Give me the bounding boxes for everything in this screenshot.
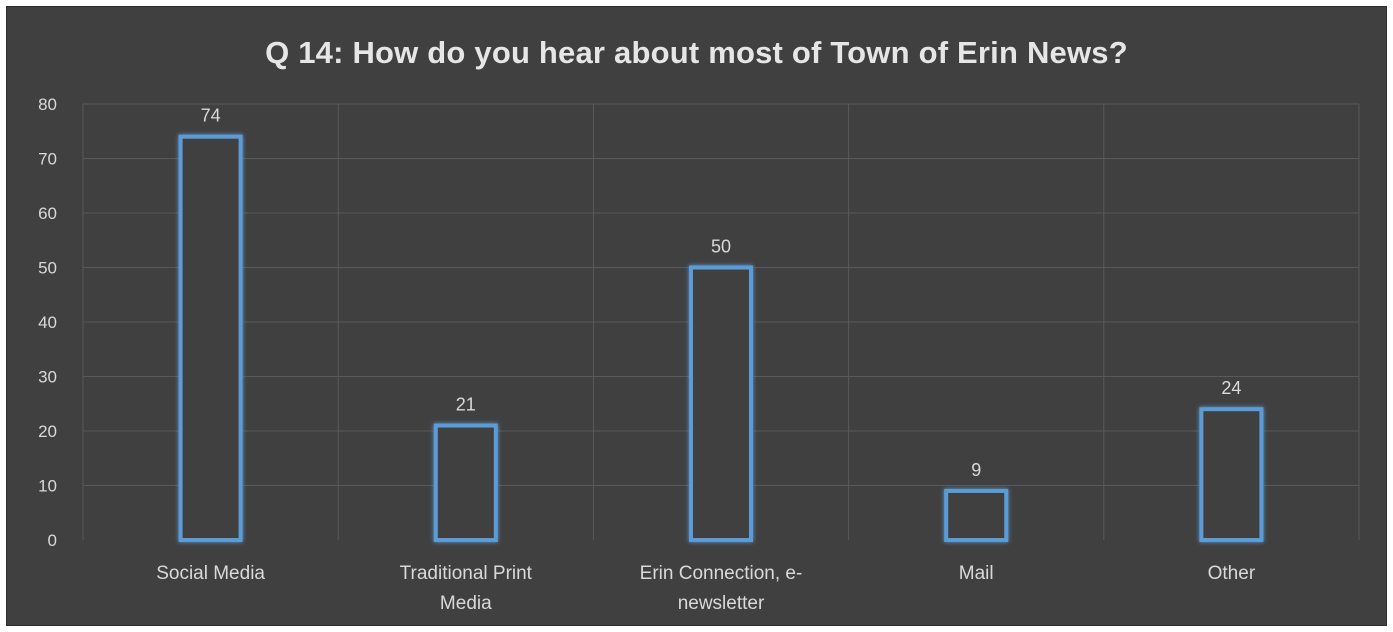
bar-0 <box>178 134 243 542</box>
y-axis: 0 10 20 30 40 50 60 70 80 <box>38 95 57 550</box>
y-tick-label: 80 <box>38 95 57 114</box>
data-label: 24 <box>1221 378 1241 398</box>
y-tick-label: 70 <box>38 150 57 169</box>
bar-chart: 0 10 20 30 40 50 60 70 80 74 21 50 9 24 Social Media… <box>38 95 1360 614</box>
data-label: 21 <box>456 395 476 415</box>
y-tick-label: 0 <box>48 531 57 550</box>
bar-1 <box>433 423 498 542</box>
data-labels: 74 21 50 9 24 <box>201 106 1242 480</box>
x-tick-label: Traditional Print <box>400 563 533 584</box>
y-tick-label: 20 <box>38 422 57 441</box>
chart-frame: Q 14: How do you hear about most of Town… <box>6 6 1387 626</box>
bar-3 <box>944 488 1009 543</box>
data-label: 74 <box>201 106 221 126</box>
x-tick-label: Social Media <box>156 563 265 584</box>
bar-2 <box>689 265 753 542</box>
data-label: 50 <box>711 237 731 257</box>
y-tick-label: 60 <box>38 204 57 223</box>
bar-4 <box>1199 407 1264 543</box>
data-label: 9 <box>971 460 981 480</box>
x-axis: Social Media Traditional Print Media Erin C… <box>156 563 1256 614</box>
x-tick-label: Erin Connection, e- <box>640 563 803 584</box>
x-tick-label: Media <box>440 593 492 614</box>
bars <box>178 134 1264 543</box>
y-tick-label: 30 <box>38 368 57 387</box>
y-tick-label: 40 <box>38 313 57 332</box>
y-tick-label: 10 <box>38 477 57 496</box>
x-tick-label: newsletter <box>678 593 765 614</box>
x-tick-label: Mail <box>959 563 994 584</box>
y-tick-label: 50 <box>38 259 57 278</box>
x-tick-label: Other <box>1208 563 1256 584</box>
chart-title: Q 14: How do you hear about most of Town… <box>265 35 1128 70</box>
